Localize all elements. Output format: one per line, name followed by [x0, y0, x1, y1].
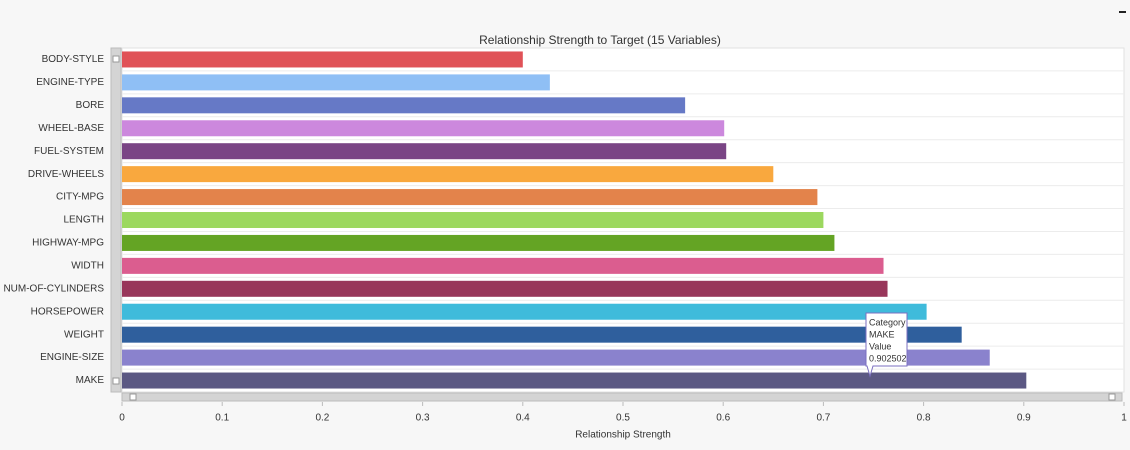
- x-tick-label: 0.2: [315, 413, 329, 424]
- x-tick-label: 1: [1121, 413, 1127, 424]
- tooltip: Category MAKE Value 0.902502: [865, 312, 908, 378]
- x-tick-label: 0: [119, 413, 125, 424]
- x-tick-label: 0.1: [215, 413, 229, 424]
- y-tick-label: WEIGHT: [64, 329, 104, 340]
- scroll-handle[interactable]: [112, 55, 120, 63]
- tooltip-text: 0.902502: [869, 353, 907, 363]
- y-tick-label: ENGINE-TYPE: [36, 77, 104, 88]
- bar: [122, 189, 818, 206]
- bar: [122, 326, 962, 343]
- y-tick-label: DRIVE-WHEELS: [28, 169, 104, 180]
- x-tick-label: 0.7: [816, 413, 830, 424]
- tooltip-text: Category: [869, 317, 906, 327]
- bar: [122, 280, 888, 297]
- y-tick-label: FUEL-SYSTEM: [34, 146, 104, 157]
- bar: [122, 234, 835, 251]
- bar: [122, 74, 550, 91]
- x-tick-label: 0.5: [616, 413, 630, 424]
- y-tick-label: WHEEL-BASE: [38, 123, 104, 134]
- x-tick-label: 0.6: [716, 413, 730, 424]
- y-tick-label: NUM-OF-CYLINDERS: [3, 283, 104, 294]
- y-tick-label: MAKE: [76, 375, 105, 386]
- chart-title: Relationship Strength to Target (15 Vari…: [479, 33, 721, 47]
- tooltip-text: Value: [869, 341, 891, 351]
- y-tick-label: LENGTH: [63, 215, 104, 226]
- scroll-handle[interactable]: [112, 377, 120, 385]
- bar: [122, 166, 774, 183]
- y-tick-label: ENGINE-SIZE: [40, 352, 104, 363]
- y-tick-label: HORSEPOWER: [31, 306, 104, 317]
- x-tick-label: 0.8: [917, 413, 931, 424]
- x-axis-label: Relationship Strength: [575, 430, 671, 441]
- horizontal-scrollbar[interactable]: [121, 392, 1123, 402]
- tooltip-box: [865, 312, 908, 378]
- x-tick-label: 0.3: [416, 413, 430, 424]
- bar: [122, 349, 990, 366]
- x-tick-label: 0.9: [1017, 413, 1031, 424]
- bar: [122, 257, 884, 274]
- bar: [122, 120, 725, 137]
- bar: [122, 212, 824, 228]
- bar: [122, 372, 1027, 389]
- y-tick-label: HIGHWAY-MPG: [32, 238, 104, 249]
- y-tick-label: WIDTH: [71, 261, 104, 272]
- scroll-handle[interactable]: [129, 393, 137, 401]
- y-tick-label: BODY-STYLE: [42, 54, 105, 65]
- y-tick-label: CITY-MPG: [56, 192, 104, 203]
- bar: [122, 51, 523, 68]
- bar: [122, 143, 727, 160]
- vertical-scrollbar[interactable]: [110, 47, 122, 393]
- y-tick-label: BORE: [76, 100, 105, 111]
- x-tick-label: 0.4: [516, 413, 530, 424]
- bar: [122, 97, 686, 114]
- tooltip-text: MAKE: [869, 329, 895, 339]
- bar: [122, 303, 927, 320]
- scroll-handle[interactable]: [1108, 393, 1116, 401]
